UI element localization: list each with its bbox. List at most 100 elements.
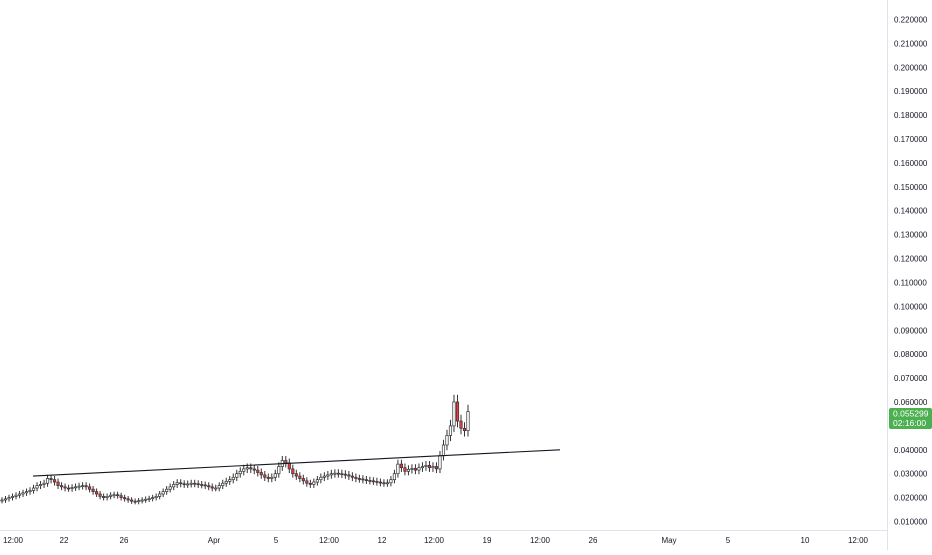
last-price-countdown: 02:16:00 — [893, 418, 926, 428]
y-tick-label: 0.020000 — [894, 494, 928, 503]
y-tick-label: 0.170000 — [894, 135, 928, 144]
candle-body — [354, 476, 358, 479]
candle-body — [112, 494, 116, 497]
candle-body — [333, 472, 337, 475]
x-tick-label: 26 — [120, 536, 129, 545]
candle-body — [329, 473, 333, 476]
x-tick-label: 5 — [274, 536, 279, 545]
candle-body — [63, 486, 67, 489]
candle-body — [301, 478, 305, 482]
candles-layer — [0, 394, 470, 505]
candle-body — [189, 482, 193, 485]
candle-body — [59, 485, 64, 488]
candle-body — [182, 483, 186, 486]
candle-body — [0, 499, 4, 502]
candle-body — [319, 476, 323, 481]
candle-body — [308, 482, 312, 485]
candle-body — [73, 486, 78, 489]
candle-body — [147, 498, 151, 500]
x-tick-label: Apr — [208, 536, 221, 545]
candle-body — [448, 425, 453, 436]
candle-body — [109, 494, 113, 497]
candle-body — [378, 481, 382, 484]
x-tick-label: 12:00 — [530, 536, 551, 545]
price-axis[interactable]: 0.220000 0.210000 0.200000 0.190000 0.180000… — [894, 16, 928, 527]
y-tick-label: 0.190000 — [894, 87, 928, 96]
x-tick-label: 19 — [483, 536, 492, 545]
candle-body — [144, 498, 148, 501]
candle-body — [252, 468, 256, 471]
x-tick-label: 22 — [60, 536, 69, 545]
candle-body — [322, 475, 326, 478]
candle-body — [389, 479, 393, 484]
candle-body — [95, 491, 99, 495]
y-tick-label: 0.080000 — [894, 350, 928, 359]
candle-body — [140, 499, 144, 502]
candle-body — [273, 473, 277, 478]
candle-body — [38, 484, 43, 487]
candle-body — [123, 497, 127, 500]
y-tick-label: 0.130000 — [894, 231, 928, 240]
y-tick-label: 0.030000 — [894, 470, 928, 479]
candle-body — [406, 469, 411, 472]
y-tick-label: 0.160000 — [894, 159, 928, 168]
y-tick-label: 0.060000 — [894, 398, 928, 407]
candle-body — [175, 482, 179, 485]
y-tick-label: 0.070000 — [894, 374, 928, 383]
time-axis[interactable]: 12:00 22 26 Apr 5 12:00 12 12:00 19 12:00 26 May 5 10… — [3, 536, 869, 545]
x-tick-label: 12:00 — [848, 536, 869, 545]
last-price-value: 0.055299 — [893, 409, 929, 419]
x-tick-label: 12:00 — [424, 536, 445, 545]
candle-body — [154, 496, 158, 498]
candle-body — [168, 486, 172, 490]
candle-body — [270, 476, 274, 479]
candle-body — [357, 478, 361, 480]
candle-body — [186, 483, 190, 486]
candle-body — [158, 493, 162, 497]
y-tick-label: 0.010000 — [894, 518, 928, 527]
candle-body — [98, 493, 102, 497]
candle-body — [340, 473, 344, 476]
candle-body — [193, 482, 197, 485]
candle-body — [441, 444, 446, 457]
candle-body — [350, 475, 354, 478]
candle-body — [179, 482, 183, 485]
candle-body — [24, 491, 29, 494]
candle-body — [347, 474, 351, 477]
candle-body — [45, 478, 50, 484]
y-tick-label: 0.110000 — [894, 279, 927, 288]
candle-body — [249, 467, 253, 470]
candle-body — [14, 494, 18, 497]
candle-body — [424, 464, 428, 467]
candle-body — [364, 479, 368, 482]
y-tick-label: 0.140000 — [894, 207, 928, 216]
candle-body — [130, 499, 134, 502]
last-price-badge — [889, 408, 932, 429]
candle-body — [336, 472, 340, 475]
candle-body — [81, 485, 85, 487]
candle-body — [466, 411, 470, 432]
candle-body — [445, 435, 449, 446]
candle-body — [137, 500, 141, 503]
candle-body — [49, 478, 53, 481]
candle-body — [102, 496, 106, 498]
candle-body — [291, 468, 295, 475]
candle-body — [66, 487, 71, 490]
candle-body — [203, 484, 207, 487]
y-tick-label: 0.220000 — [894, 16, 928, 25]
candle-body — [392, 473, 396, 481]
x-tick-label: May — [661, 536, 676, 545]
last-price-label: 0.055299 02:16:00 — [889, 408, 932, 429]
trendline[interactable] — [32, 449, 561, 477]
candle-body — [165, 488, 169, 492]
candle-body — [326, 474, 330, 477]
candle-body — [294, 473, 298, 477]
candle-body — [35, 485, 39, 489]
x-tick-label: 26 — [589, 536, 598, 545]
candle-body — [403, 467, 407, 472]
candle-body — [161, 491, 165, 495]
candle-body — [263, 474, 267, 478]
candle-body — [17, 493, 22, 496]
